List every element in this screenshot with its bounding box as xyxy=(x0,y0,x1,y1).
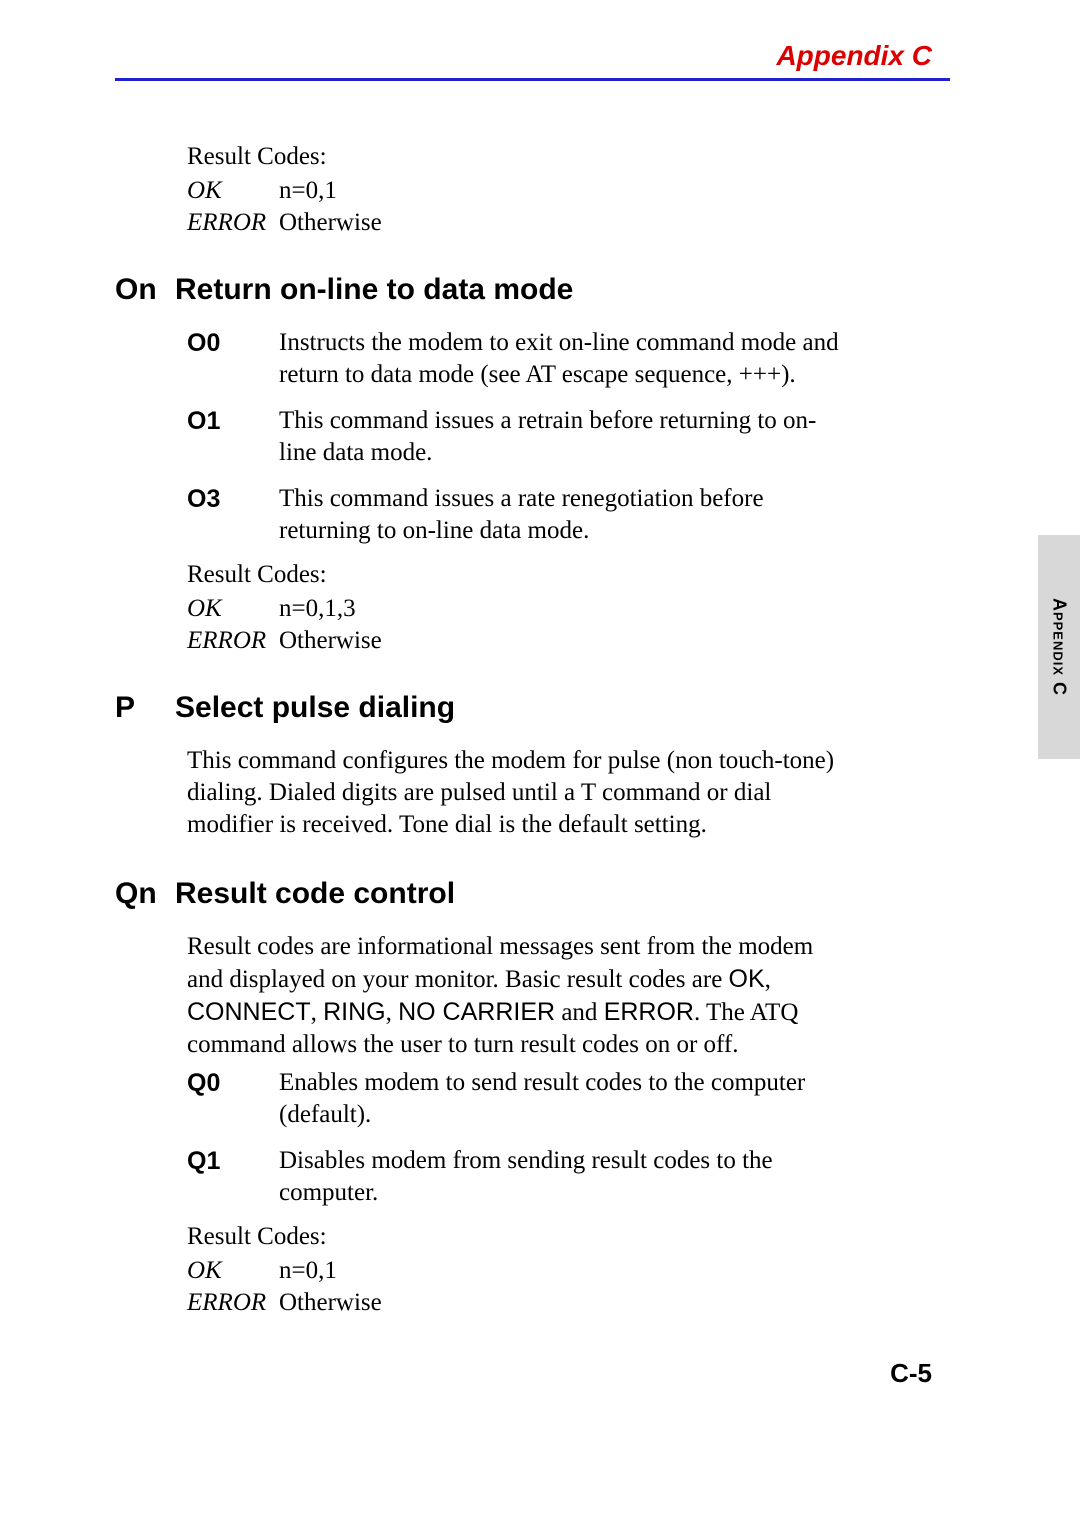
result-code-error-label: ERROR xyxy=(187,627,279,655)
qn-code: CONNECT xyxy=(187,998,311,1026)
result-code-row-ok: OK n=0,1 xyxy=(187,1257,845,1285)
result-code-error-value: Otherwise xyxy=(279,1289,845,1317)
result-code-ok-value: n=0,1 xyxy=(279,1257,845,1285)
side-tab: Appendix C xyxy=(1038,535,1080,759)
page-number: C-5 xyxy=(890,1358,932,1389)
section-cmd: Qn xyxy=(115,877,175,911)
result-code-row-error: ERROR Otherwise xyxy=(187,627,845,655)
definition-row: O3This command issues a rate renegotiati… xyxy=(187,483,845,547)
result-code-row-ok: OK n=0,1,3 xyxy=(187,595,845,623)
definition-term: Q1 xyxy=(187,1145,279,1209)
result-code-error-value: Otherwise xyxy=(279,627,845,655)
result-code-error-label: ERROR xyxy=(187,209,279,237)
section-cmd: On xyxy=(115,273,175,307)
definition-desc: Instructs the modem to exit on-line comm… xyxy=(279,327,845,391)
qn-text: and xyxy=(555,999,604,1026)
header-title: Appendix C xyxy=(115,40,950,78)
definition-term: Q0 xyxy=(187,1067,279,1131)
qn-code: RING xyxy=(323,998,386,1026)
section-p-paragraph: This command configures the modem for pu… xyxy=(187,745,845,841)
page: Appendix C Result Codes: OK n=0,1 ERROR … xyxy=(115,40,950,1321)
result-code-ok-label: OK xyxy=(187,595,279,623)
header-rule xyxy=(115,78,950,81)
qn-code: OK xyxy=(729,965,765,993)
result-code-ok-value: n=0,1,3 xyxy=(279,595,845,623)
section-cmd: P xyxy=(115,691,175,725)
result-code-ok-value: n=0,1 xyxy=(279,177,845,205)
section-title-p: P Select pulse dialing xyxy=(115,691,845,725)
result-codes-label: Result Codes: xyxy=(187,143,845,171)
result-code-ok-label: OK xyxy=(187,1257,279,1285)
definition-row: Q1Disables modem from sending result cod… xyxy=(187,1145,845,1209)
definition-row: O0Instructs the modem to exit on-line co… xyxy=(187,327,845,391)
qn-text: , xyxy=(386,999,399,1026)
side-tab-label: Appendix C xyxy=(1049,598,1070,696)
definition-desc: Enables modem to send result codes to th… xyxy=(279,1067,845,1131)
result-code-error-value: Otherwise xyxy=(279,209,845,237)
qn-text: , xyxy=(311,999,324,1026)
section-qn-paragraph: Result codes are informational messages … xyxy=(187,931,845,1061)
section-title-qn: Qn Result code control xyxy=(115,877,845,911)
qn-text: Result codes are informational messages … xyxy=(187,933,813,993)
content-area: Result Codes: OK n=0,1 ERROR Otherwise O… xyxy=(115,143,845,1317)
result-code-ok-label: OK xyxy=(187,177,279,205)
definition-desc: Disables modem from sending result codes… xyxy=(279,1145,845,1209)
section-name: Result code control xyxy=(175,877,845,911)
result-code-error-label: ERROR xyxy=(187,1289,279,1317)
result-code-row-error: ERROR Otherwise xyxy=(187,1289,845,1317)
section-name: Return on-line to data mode xyxy=(175,273,845,307)
definition-desc: This command issues a rate renegotiation… xyxy=(279,483,845,547)
definition-term: O0 xyxy=(187,327,279,391)
qn-text: , xyxy=(765,966,771,993)
section-name: Select pulse dialing xyxy=(175,691,845,725)
definition-term: O1 xyxy=(187,405,279,469)
definition-desc: This command issues a retrain before ret… xyxy=(279,405,845,469)
definition-row: O1This command issues a retrain before r… xyxy=(187,405,845,469)
section-title-on: On Return on-line to data mode xyxy=(115,273,845,307)
result-codes-label: Result Codes: xyxy=(187,1223,845,1251)
result-codes-label: Result Codes: xyxy=(187,561,845,589)
definition-term: O3 xyxy=(187,483,279,547)
result-code-row-error: ERROR Otherwise xyxy=(187,209,845,237)
result-code-row-ok: OK n=0,1 xyxy=(187,177,845,205)
qn-code: NO CARRIER xyxy=(398,998,555,1026)
definition-row: Q0Enables modem to send result codes to … xyxy=(187,1067,845,1131)
qn-code: ERROR xyxy=(604,998,694,1026)
